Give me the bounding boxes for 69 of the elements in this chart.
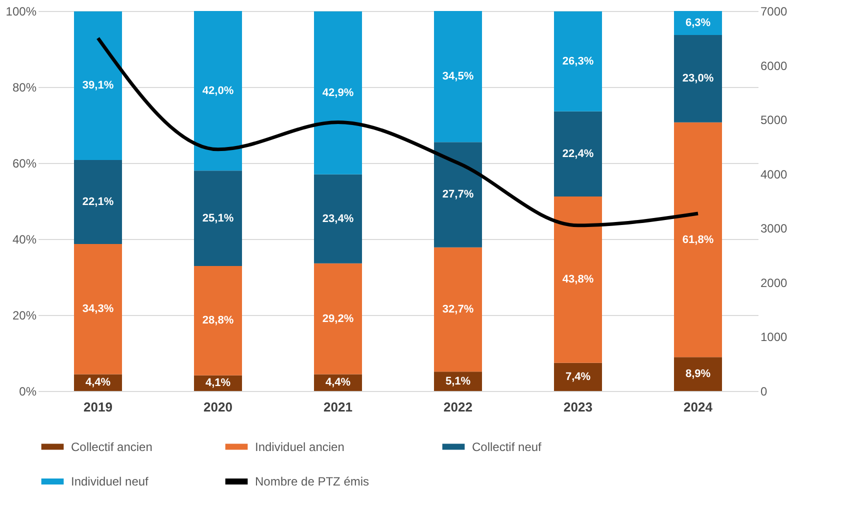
x-tick-label: 2019	[84, 400, 112, 414]
legend-label: Nombre de PTZ émis	[255, 474, 370, 488]
bar	[554, 196, 602, 363]
bar	[554, 362, 602, 391]
bar	[674, 11, 722, 35]
bar	[314, 11, 362, 174]
data-label: 32,7%	[442, 303, 474, 316]
bar	[314, 263, 362, 374]
data-label: 29,2%	[322, 312, 354, 325]
data-label: 27,7%	[442, 188, 474, 201]
y-tick-label: 80%	[12, 80, 37, 94]
x-tick-label: 2024	[684, 400, 714, 414]
data-label: 22,1%	[82, 196, 114, 208]
y-tick-label: 0%	[19, 384, 37, 398]
legend-label: Individuel ancien	[255, 440, 344, 454]
y2-tick-label: 0	[760, 384, 768, 398]
bar	[194, 266, 242, 376]
bar	[194, 11, 242, 171]
x-tick-label: 2020	[204, 400, 232, 414]
data-label: 25,1%	[202, 212, 234, 224]
data-label: 8,9%	[685, 368, 711, 380]
legend-label: Collectif ancien	[71, 440, 152, 454]
data-label: 23,4%	[322, 212, 354, 225]
bar	[314, 174, 362, 264]
y-tick-label: 40%	[12, 232, 37, 246]
y2-tick-label: 2000	[760, 276, 788, 290]
x-tick-label: 2021	[324, 400, 352, 414]
y-tick-label: 60%	[12, 156, 37, 170]
bar	[434, 142, 482, 248]
y2-tick-label: 1000	[760, 330, 788, 344]
bar	[74, 244, 122, 374]
data-label: 34,3%	[82, 303, 114, 316]
data-label: 7,4%	[565, 370, 591, 383]
bar	[554, 11, 602, 112]
y2-tick-label: 4000	[760, 167, 788, 182]
data-label: 42,0%	[202, 84, 234, 97]
data-label: 6,3%	[685, 16, 711, 29]
legend-label: Individuel neuf	[71, 474, 150, 488]
data-label: 22,4%	[562, 148, 594, 160]
y2-tick-label: 5000	[760, 113, 788, 128]
data-label: 23,0%	[682, 72, 714, 85]
data-label: 28,8%	[202, 314, 234, 327]
data-label: 43,8%	[562, 274, 594, 286]
bar	[554, 111, 602, 196]
data-label: 39,1%	[82, 80, 114, 92]
y-tick-label: 100%	[6, 4, 37, 18]
legend-label: Collectif neuf	[472, 440, 542, 454]
bar	[674, 34, 722, 122]
data-label: 4,4%	[325, 376, 351, 389]
x-tick-label: 2023	[564, 400, 592, 414]
bar	[674, 357, 722, 391]
data-label: 34,5%	[442, 70, 474, 83]
data-label: 4,4%	[85, 376, 111, 389]
bar	[674, 122, 722, 358]
y2-tick-label: 7000	[760, 4, 788, 18]
x-tick-label: 2022	[444, 400, 472, 414]
bar	[434, 247, 482, 372]
data-label: 5,1%	[445, 375, 471, 388]
data-label: 4,1%	[205, 377, 231, 390]
bar	[434, 11, 482, 142]
data-label: 26,3%	[562, 55, 594, 68]
bar	[74, 11, 122, 160]
y-tick-label: 20%	[12, 308, 37, 322]
bar	[194, 170, 242, 266]
data-label: 42,9%	[322, 86, 354, 99]
bar	[74, 160, 122, 244]
data-label: 61,8%	[682, 234, 714, 246]
y2-tick-label: 6000	[760, 58, 788, 73]
y2-tick-label: 3000	[760, 222, 788, 236]
